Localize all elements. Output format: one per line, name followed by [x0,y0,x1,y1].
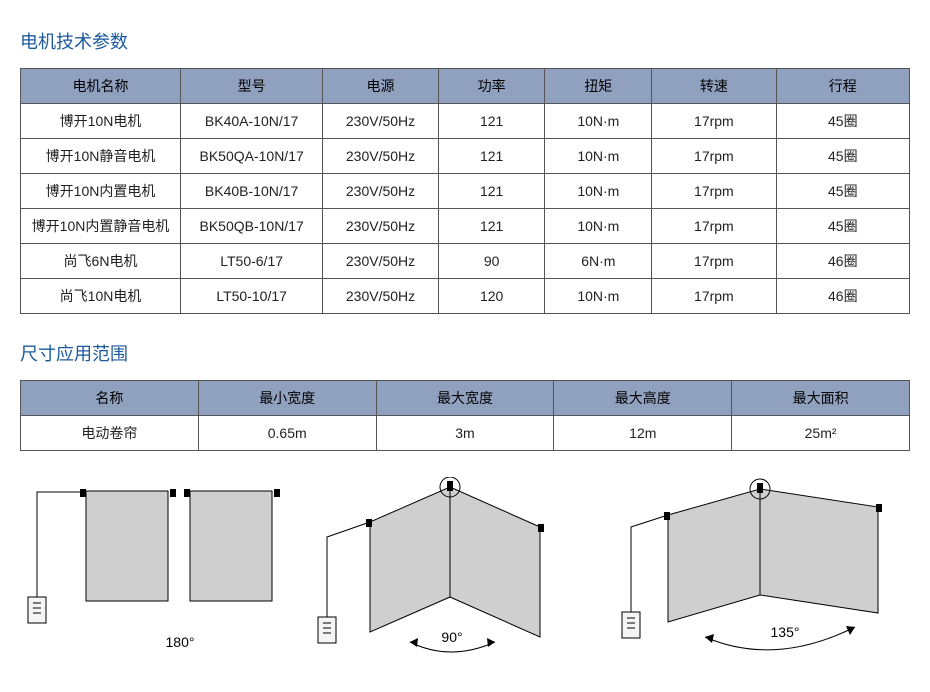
table-cell: 120 [438,279,545,314]
diagram-180: 180° [20,477,290,670]
table-cell: 121 [438,104,545,139]
table-cell: BK50QB-10N/17 [181,209,323,244]
table-cell: 90 [438,244,545,279]
table-cell: 46圈 [776,279,909,314]
table-cell: 10N·m [545,174,652,209]
table-cell: 121 [438,209,545,244]
size-table-header: 最大面积 [732,381,910,416]
table-cell: 10N·m [545,139,652,174]
table-row: 尚飞10N电机LT50-10/17230V/50Hz12010N·m17rpm4… [21,279,910,314]
table-row: 博开10N电机BK40A-10N/17230V/50Hz12110N·m17rp… [21,104,910,139]
size-table-header: 最小宽度 [198,381,376,416]
table-cell: 121 [438,139,545,174]
table-row: 电动卷帘0.65m3m12m25m² [21,416,910,451]
motor-table-header: 行程 [776,69,909,104]
motor-table-header: 转速 [652,69,776,104]
table-cell: 230V/50Hz [323,139,439,174]
diagram-90: 90° [300,477,600,670]
size-table-header: 最大高度 [554,381,732,416]
table-cell: 6N·m [545,244,652,279]
table-row: 尚飞6N电机LT50-6/17230V/50Hz906N·m17rpm46圈 [21,244,910,279]
table-cell: 尚飞10N电机 [21,279,181,314]
table-cell: 电动卷帘 [21,416,199,451]
table-cell: 17rpm [652,104,776,139]
table-cell: 博开10N内置电机 [21,174,181,209]
diagram-135-label: 135° [771,624,800,640]
table-cell: 17rpm [652,174,776,209]
table-cell: 230V/50Hz [323,104,439,139]
table-cell: 230V/50Hz [323,279,439,314]
table-cell: 45圈 [776,174,909,209]
table-cell: BK50QA-10N/17 [181,139,323,174]
size-table-header: 最大宽度 [376,381,554,416]
table-row: 博开10N内置静音电机BK50QB-10N/17230V/50Hz12110N·… [21,209,910,244]
table-cell: 尚飞6N电机 [21,244,181,279]
table-row: 博开10N内置电机BK40B-10N/17230V/50Hz12110N·m17… [21,174,910,209]
section1-title: 电机技术参数 [20,28,910,54]
diagram-180-label: 180° [166,634,195,650]
table-cell: 10N·m [545,279,652,314]
motor-table-header: 功率 [438,69,545,104]
size-table-header: 名称 [21,381,199,416]
motor-table-header: 扭矩 [545,69,652,104]
table-cell: 3m [376,416,554,451]
motor-table-header: 电源 [323,69,439,104]
diagram-135: 135° [610,477,920,670]
table-cell: LT50-6/17 [181,244,323,279]
table-row: 博开10N静音电机BK50QA-10N/17230V/50Hz12110N·m1… [21,139,910,174]
table-cell: BK40A-10N/17 [181,104,323,139]
table-cell: 10N·m [545,209,652,244]
table-cell: 17rpm [652,209,776,244]
motor-params-table: 电机名称型号电源功率扭矩转速行程 博开10N电机BK40A-10N/17230V… [20,68,910,314]
motor-table-header: 电机名称 [21,69,181,104]
section2-title: 尺寸应用范围 [20,340,910,366]
table-cell: 25m² [732,416,910,451]
table-cell: 博开10N内置静音电机 [21,209,181,244]
table-cell: 45圈 [776,139,909,174]
table-cell: 12m [554,416,732,451]
table-cell: LT50-10/17 [181,279,323,314]
table-cell: 45圈 [776,104,909,139]
table-cell: 230V/50Hz [323,209,439,244]
table-cell: 0.65m [198,416,376,451]
table-cell: 45圈 [776,209,909,244]
table-cell: BK40B-10N/17 [181,174,323,209]
table-cell: 230V/50Hz [323,174,439,209]
table-cell: 46圈 [776,244,909,279]
table-cell: 17rpm [652,244,776,279]
table-cell: 17rpm [652,279,776,314]
diagram-90-label: 90° [441,629,462,645]
table-cell: 17rpm [652,139,776,174]
table-cell: 10N·m [545,104,652,139]
table-cell: 121 [438,174,545,209]
table-cell: 博开10N电机 [21,104,181,139]
size-range-table: 名称最小宽度最大宽度最大高度最大面积 电动卷帘0.65m3m12m25m² [20,380,910,451]
table-cell: 博开10N静音电机 [21,139,181,174]
motor-table-header: 型号 [181,69,323,104]
angle-diagrams-row: 180° 90° [20,477,910,670]
table-cell: 230V/50Hz [323,244,439,279]
